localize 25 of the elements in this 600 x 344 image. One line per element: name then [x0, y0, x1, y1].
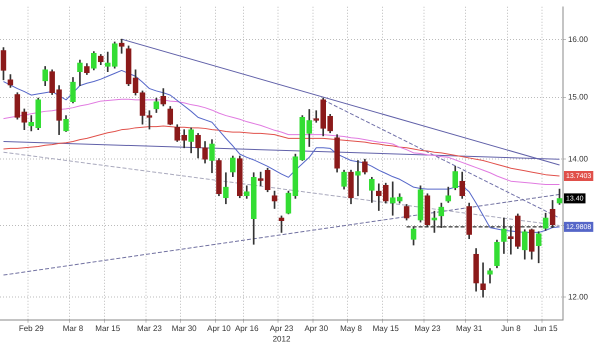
x-tick-label: Apr 16: [234, 324, 260, 333]
x-tick-label: May 8: [340, 324, 362, 333]
x-tick-label: Jun 15: [534, 324, 558, 333]
x-tick-label: Mar 30: [172, 324, 198, 333]
x-tick-label: Jun 8: [501, 324, 522, 333]
y-tick-label: 16.00: [568, 34, 589, 44]
candlestick: [487, 268, 493, 284]
x-axis-title: 2012: [272, 334, 291, 344]
x-tick-label: Apr 30: [304, 324, 329, 333]
x-tick-label: Mar 15: [95, 324, 121, 333]
candlestick: [480, 262, 486, 298]
candlestick: [278, 216, 284, 233]
x-tick-label: Mar 23: [136, 324, 162, 333]
x-tick-label: Apr 23: [270, 324, 294, 333]
x-tick-label: May 15: [372, 324, 400, 333]
x-tick-label: Mar 8: [62, 324, 84, 333]
y-tick-label: 14.00: [568, 154, 589, 164]
x-tick-label: May 31: [456, 324, 483, 333]
x-tick-label: Apr 10: [207, 324, 232, 333]
y-tick-label: 15.00: [568, 92, 589, 102]
y-tick-label: 12.00: [568, 292, 589, 302]
x-tick-label: Feb 29: [18, 324, 44, 333]
candlestick: [355, 160, 361, 196]
x-tick-label: May 23: [414, 324, 442, 333]
candlestick: [146, 110, 152, 130]
